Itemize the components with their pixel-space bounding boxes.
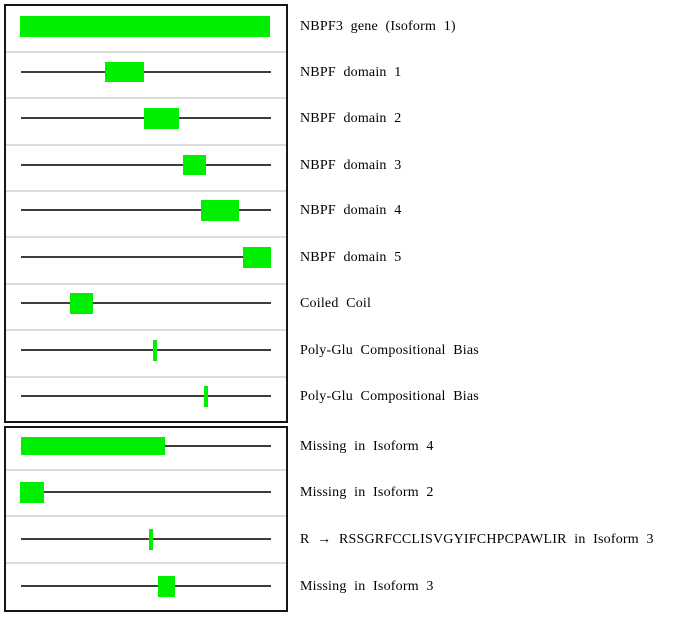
track-label-nbpf-domain-3: NBPF domain 3 xyxy=(300,158,402,173)
row-separator xyxy=(6,562,286,564)
track-line-nbpf-domain-1 xyxy=(21,71,271,73)
row-separator xyxy=(6,190,286,192)
feature-box-nbpf-domain-5 xyxy=(243,247,271,268)
track-label-poly-glu-2: Poly-Glu Compositional Bias xyxy=(300,389,479,404)
feature-box-coiled-coil xyxy=(70,293,93,314)
track-label-missing-iso4: Missing in Isoform 4 xyxy=(300,439,434,454)
row-separator xyxy=(6,469,286,471)
feature-bar-missing-iso4 xyxy=(21,437,165,455)
feature-box-missing-iso3 xyxy=(158,576,175,597)
row-separator xyxy=(6,515,286,517)
track-line-nbpf-domain-5 xyxy=(21,256,271,258)
row-separator xyxy=(6,97,286,99)
feature-bar-gene xyxy=(20,16,270,37)
track-line-missing-iso3 xyxy=(21,585,271,587)
feature-box-missing-iso2 xyxy=(20,482,44,503)
feature-box-nbpf-domain-2 xyxy=(144,108,179,129)
track-line-poly-glu-2 xyxy=(21,395,271,397)
track-label-missing-iso3: Missing in Isoform 3 xyxy=(300,579,434,594)
row-separator xyxy=(6,236,286,238)
track-line-variant-iso3 xyxy=(21,538,271,540)
track-line-missing-iso2 xyxy=(21,491,271,493)
feature-box-nbpf-domain-1 xyxy=(105,62,144,82)
feature-tick-poly-glu-2 xyxy=(204,386,208,407)
feature-box-nbpf-domain-4 xyxy=(201,200,239,221)
track-line-nbpf-domain-4 xyxy=(21,209,271,211)
track-line-coiled-coil xyxy=(21,302,271,304)
feature-tick-poly-glu-1 xyxy=(153,340,157,361)
feature-tick-variant-iso3 xyxy=(149,529,153,550)
row-separator xyxy=(6,329,286,331)
track-label-poly-glu-1: Poly-Glu Compositional Bias xyxy=(300,343,479,358)
feature-panel-2 xyxy=(4,426,288,612)
feature-panel-1 xyxy=(4,4,288,423)
track-label-coiled-coil: Coiled Coil xyxy=(300,296,372,311)
track-label-nbpf-domain-4: NBPF domain 4 xyxy=(300,203,402,218)
track-label-nbpf-domain-1: NBPF domain 1 xyxy=(300,65,402,80)
row-separator xyxy=(6,376,286,378)
row-separator xyxy=(6,51,286,53)
row-separator xyxy=(6,144,286,146)
track-label-missing-iso2: Missing in Isoform 2 xyxy=(300,485,434,500)
track-line-nbpf-domain-3 xyxy=(21,164,271,166)
row-separator xyxy=(6,283,286,285)
track-label-nbpf-domain-2: NBPF domain 2 xyxy=(300,111,402,126)
track-label-gene: NBPF3 gene (Isoform 1) xyxy=(300,19,456,34)
feature-box-nbpf-domain-3 xyxy=(183,155,206,175)
track-label-nbpf-domain-5: NBPF domain 5 xyxy=(300,250,402,265)
track-label-variant-iso3: R → RSSGRFCCLISVGYIFCHPCPAWLIR in Isofor… xyxy=(300,532,654,547)
track-line-poly-glu-1 xyxy=(21,349,271,351)
